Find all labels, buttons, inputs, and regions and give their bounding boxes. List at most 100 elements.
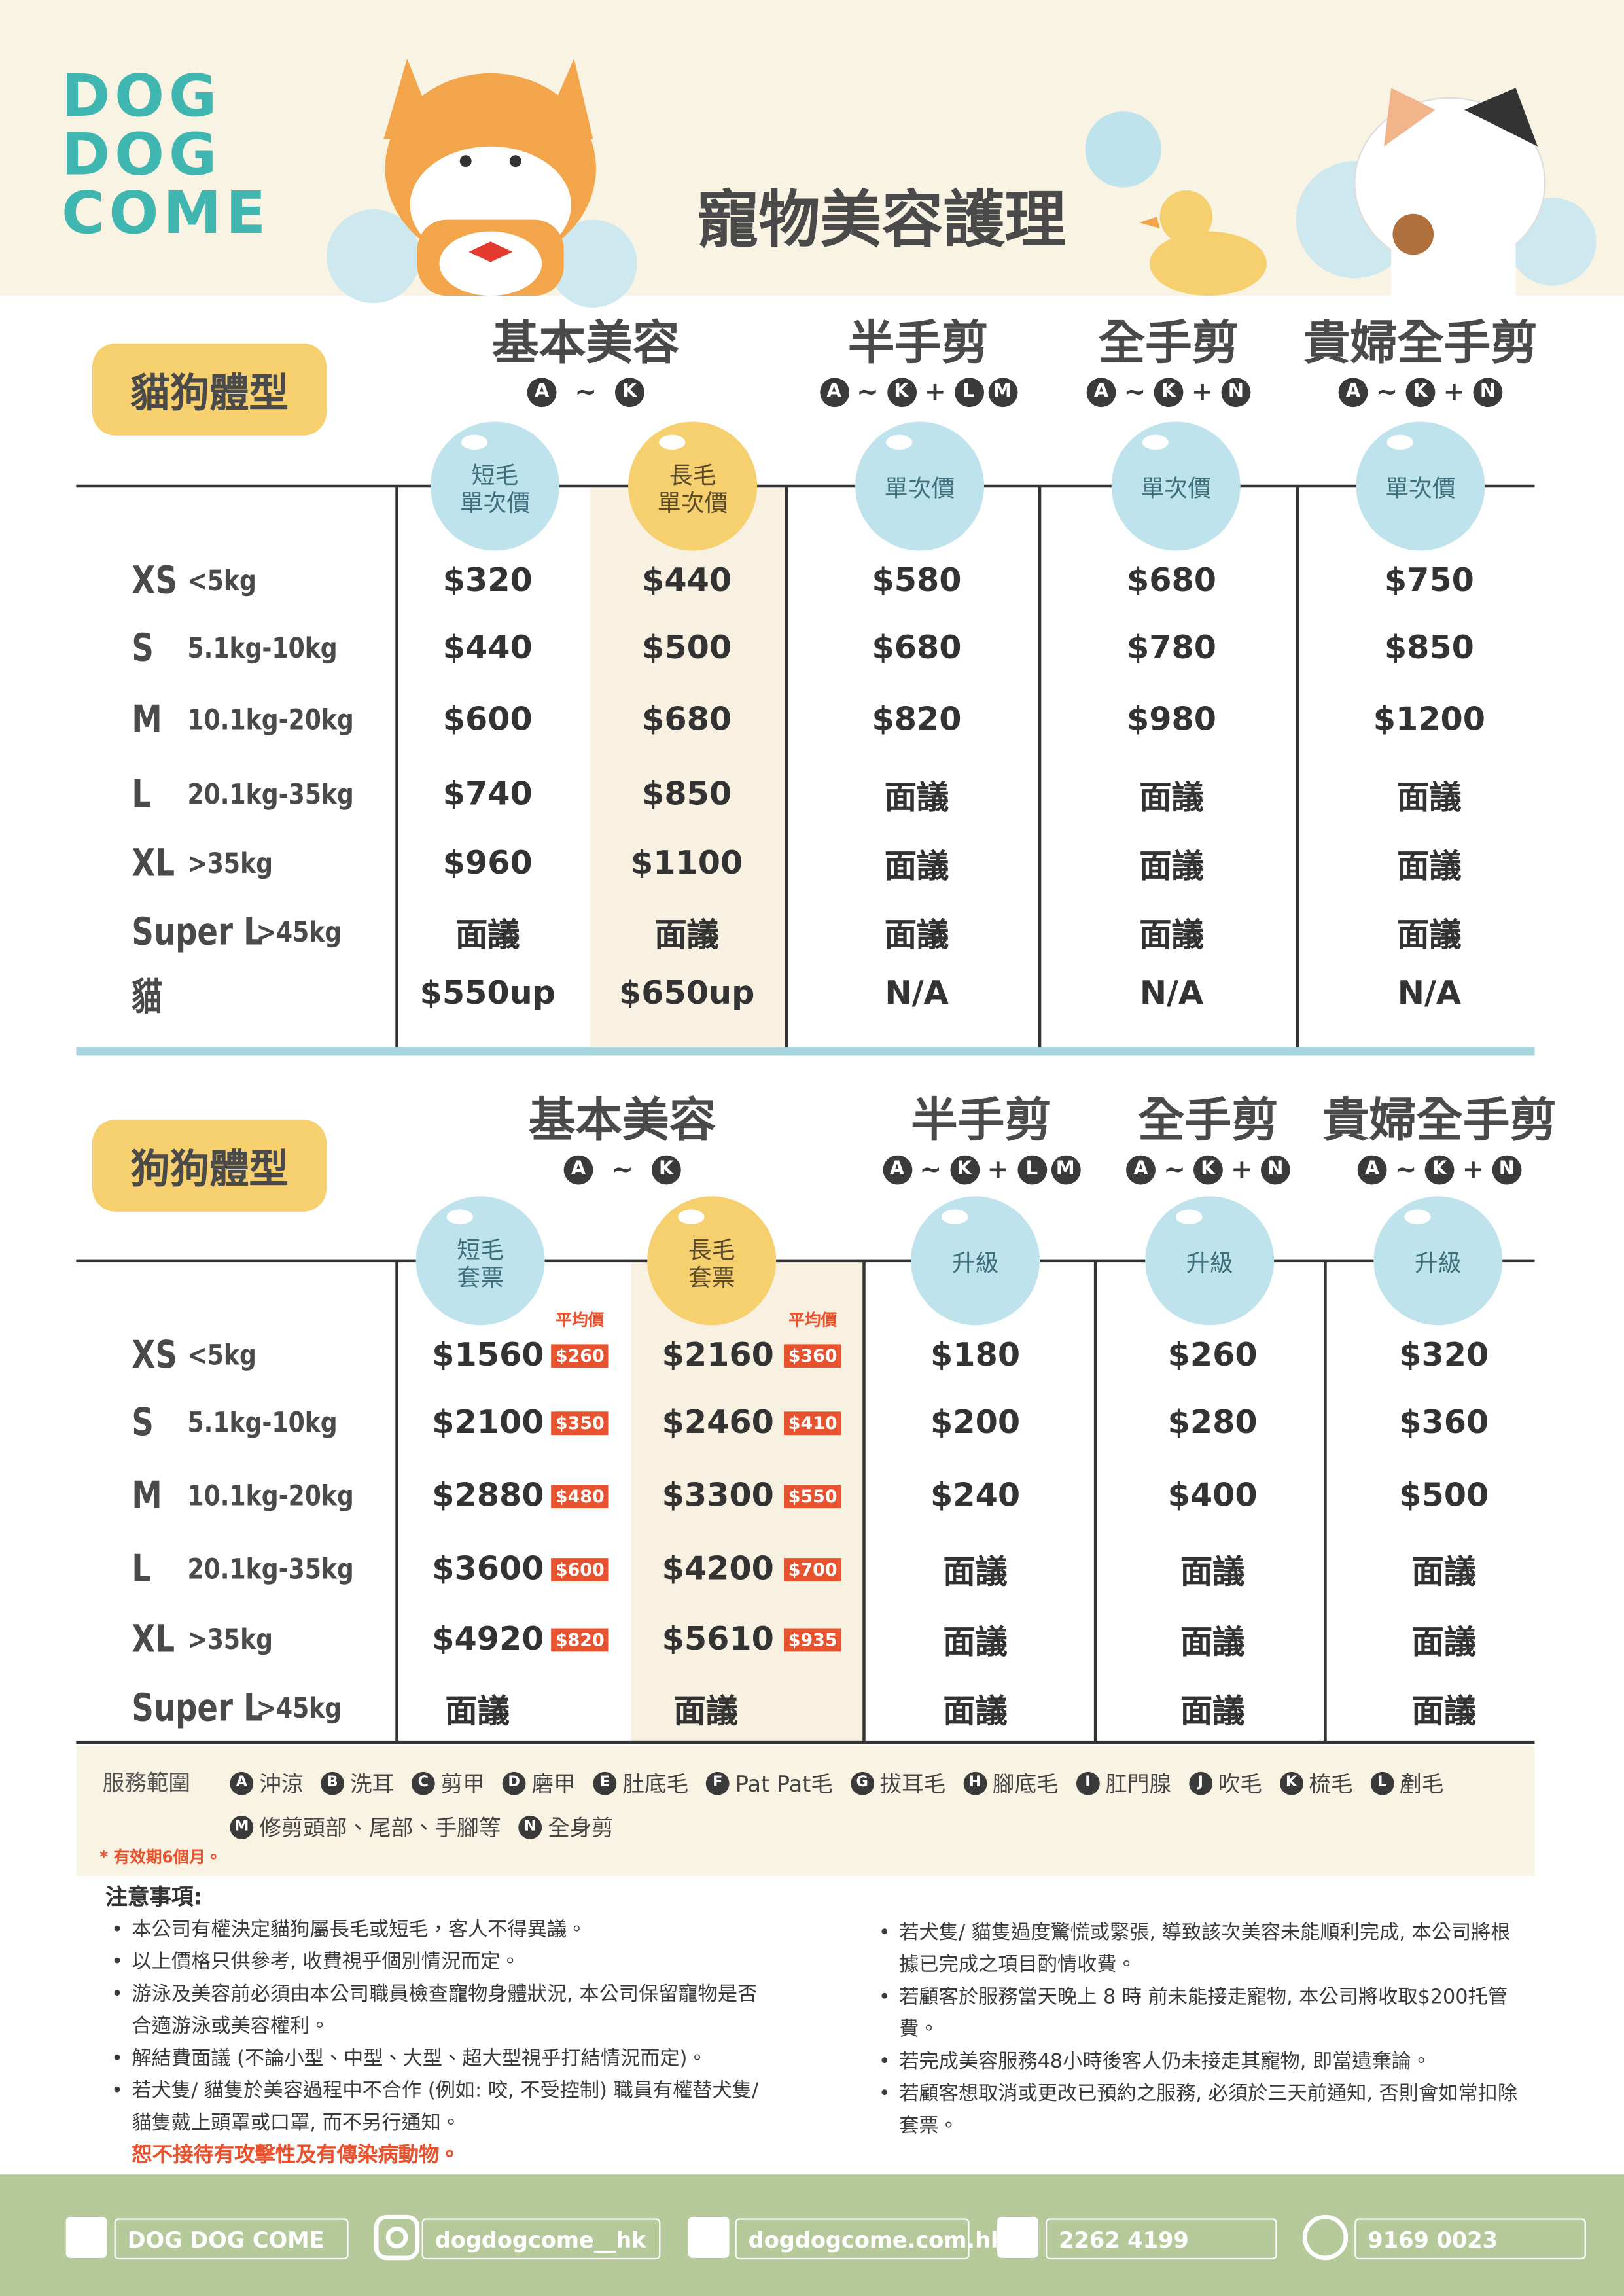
price: 面議 bbox=[943, 1625, 1008, 1663]
price: $850 bbox=[642, 777, 732, 814]
price: 面議 bbox=[673, 1694, 739, 1731]
service-letter: A bbox=[1126, 1155, 1156, 1185]
bubble-shine bbox=[1176, 1209, 1203, 1224]
size: L bbox=[132, 773, 152, 817]
service-letter: A bbox=[819, 378, 849, 408]
weight: 5.1kg-10kg bbox=[187, 632, 338, 665]
column-bubble bbox=[1373, 1196, 1503, 1326]
price: $680 bbox=[1126, 563, 1217, 600]
price: $500 bbox=[642, 630, 732, 667]
service-sep: ~ bbox=[574, 377, 597, 408]
service-letter: N bbox=[1221, 378, 1251, 408]
column-bubble bbox=[1145, 1196, 1275, 1326]
notes-list: 本公司有權決定貓狗屬長毛或短毛，客人不得異議。以上價格只供參考, 收費視乎個別情… bbox=[111, 1914, 763, 2172]
services-band bbox=[76, 1745, 1535, 1876]
size: M bbox=[132, 1474, 162, 1519]
service-letter: B bbox=[321, 1771, 344, 1795]
weight: >35kg bbox=[187, 1623, 273, 1657]
footer-contact: dogdogcome.com.hk bbox=[735, 2218, 1005, 2260]
column-label: 短毛 bbox=[457, 1235, 504, 1263]
price: 面議 bbox=[884, 849, 949, 886]
column-label: 單次價 bbox=[884, 474, 955, 503]
note: 若顧客於服務當天晚上 8 時 前未能接走寵物, 本公司將收取$200托管費。 bbox=[879, 1981, 1523, 2045]
service-name: 剷毛 bbox=[1400, 1771, 1444, 1798]
price: $320 bbox=[1399, 1337, 1489, 1375]
size: S bbox=[132, 1401, 154, 1445]
services-label: 服務範圍 bbox=[102, 1769, 190, 1796]
price: $980 bbox=[1126, 702, 1217, 739]
price: $960 bbox=[442, 845, 533, 883]
service-letter: D bbox=[502, 1771, 526, 1795]
bubble-shine bbox=[659, 434, 686, 450]
price: 面議 bbox=[1397, 780, 1462, 817]
duck-illustration bbox=[1139, 190, 1267, 296]
group-name: 全手剪 bbox=[1098, 315, 1239, 371]
price: N/A bbox=[1139, 976, 1204, 1013]
column-label: 單次價 bbox=[1385, 474, 1456, 503]
service-letter: M bbox=[987, 378, 1017, 408]
weight: 5.1kg-10kg bbox=[187, 1407, 338, 1439]
price: $600 bbox=[442, 702, 533, 739]
size: 貓 bbox=[132, 976, 163, 1020]
service-letter: F bbox=[705, 1771, 730, 1795]
service-name: 腳底毛 bbox=[992, 1771, 1059, 1798]
column-label: 單次價 bbox=[459, 488, 531, 516]
footer-contact: 9169 0023 bbox=[1354, 2218, 1586, 2260]
service-sep: + bbox=[924, 377, 946, 408]
footer-contact: 2262 4199 bbox=[1046, 2218, 1277, 2260]
price: 面議 bbox=[1139, 849, 1204, 886]
price: $550up bbox=[419, 976, 556, 1013]
bubble-shine bbox=[1386, 434, 1413, 450]
price: $740 bbox=[442, 777, 533, 814]
service-letter: K bbox=[1405, 378, 1436, 408]
service-name: 磨甲 bbox=[531, 1771, 576, 1798]
weight: 20.1kg-35kg bbox=[187, 779, 354, 811]
service-letter: K bbox=[615, 378, 644, 408]
price: $650up bbox=[618, 976, 755, 1013]
price: $260 bbox=[1167, 1337, 1258, 1375]
avg-label: 平均價 bbox=[556, 1310, 605, 1330]
service-name: 剪甲 bbox=[440, 1771, 485, 1798]
cat-illustration bbox=[1296, 88, 1597, 296]
price: $280 bbox=[1167, 1405, 1258, 1442]
section-divider bbox=[76, 1047, 1535, 1056]
note: 游泳及美容前必須由本公司職員檢查寵物身體狀況, 本公司保留寵物是否合適游泳或美容… bbox=[111, 1978, 763, 2042]
note: 若顧客想取消或更改已預約之服務, 必須於三天前通知, 否則會如常扣除套票。 bbox=[879, 2078, 1523, 2142]
column-bubble bbox=[1356, 421, 1485, 551]
service-letter: M bbox=[1050, 1155, 1080, 1185]
column-bubble bbox=[628, 421, 758, 551]
service-sep: + bbox=[1443, 377, 1466, 408]
logo-line: COME bbox=[62, 180, 270, 248]
service-name: 洗耳 bbox=[349, 1771, 395, 1798]
price: $320 bbox=[442, 563, 533, 600]
size: L bbox=[132, 1547, 152, 1592]
footer-contact: DOG DOG COME bbox=[114, 2218, 349, 2260]
note: 若完成美容服務48小時後客人仍未接走其寵物, 即當遺棄論。 bbox=[879, 2045, 1523, 2077]
service-letter: C bbox=[411, 1771, 435, 1795]
service-name: 肚底毛 bbox=[622, 1771, 689, 1798]
price: $1100 bbox=[631, 845, 743, 883]
bubble-shine bbox=[1404, 1209, 1431, 1224]
service-letter: H bbox=[963, 1771, 987, 1795]
avg-price: $260 bbox=[551, 1344, 609, 1368]
notes-list: 若犬隻/ 貓隻過度驚慌或緊張, 導致該次美容未能順利完成, 本公司將根據已完成之… bbox=[879, 1916, 1523, 2142]
service-letter: K bbox=[651, 1155, 681, 1185]
warning: 恕不接待有攻擊性及有傳染病動物。 bbox=[132, 2144, 460, 2168]
column-label: 套票 bbox=[457, 1263, 504, 1291]
bubble-shine bbox=[942, 1209, 968, 1224]
service-letter: L bbox=[1017, 1155, 1047, 1185]
service-sep: ~ bbox=[1163, 1154, 1186, 1186]
service-letter: L bbox=[954, 378, 983, 408]
service-sep: ~ bbox=[1394, 1154, 1417, 1186]
service-sep: ~ bbox=[611, 1154, 634, 1186]
column-label: 套票 bbox=[688, 1263, 735, 1291]
service-sep: ~ bbox=[1375, 377, 1398, 408]
note: 若犬隻/ 貓隻過度驚慌或緊張, 導致該次美容未能順利完成, 本公司將根據已完成之… bbox=[879, 1916, 1523, 1981]
footer-contact: dogdogcome__hk bbox=[421, 2218, 661, 2260]
size: M bbox=[132, 698, 162, 743]
service-letter: K bbox=[949, 1155, 980, 1185]
service-name: 吹毛 bbox=[1218, 1771, 1262, 1798]
column-bubble bbox=[647, 1196, 777, 1326]
column-bubble bbox=[415, 1196, 545, 1326]
